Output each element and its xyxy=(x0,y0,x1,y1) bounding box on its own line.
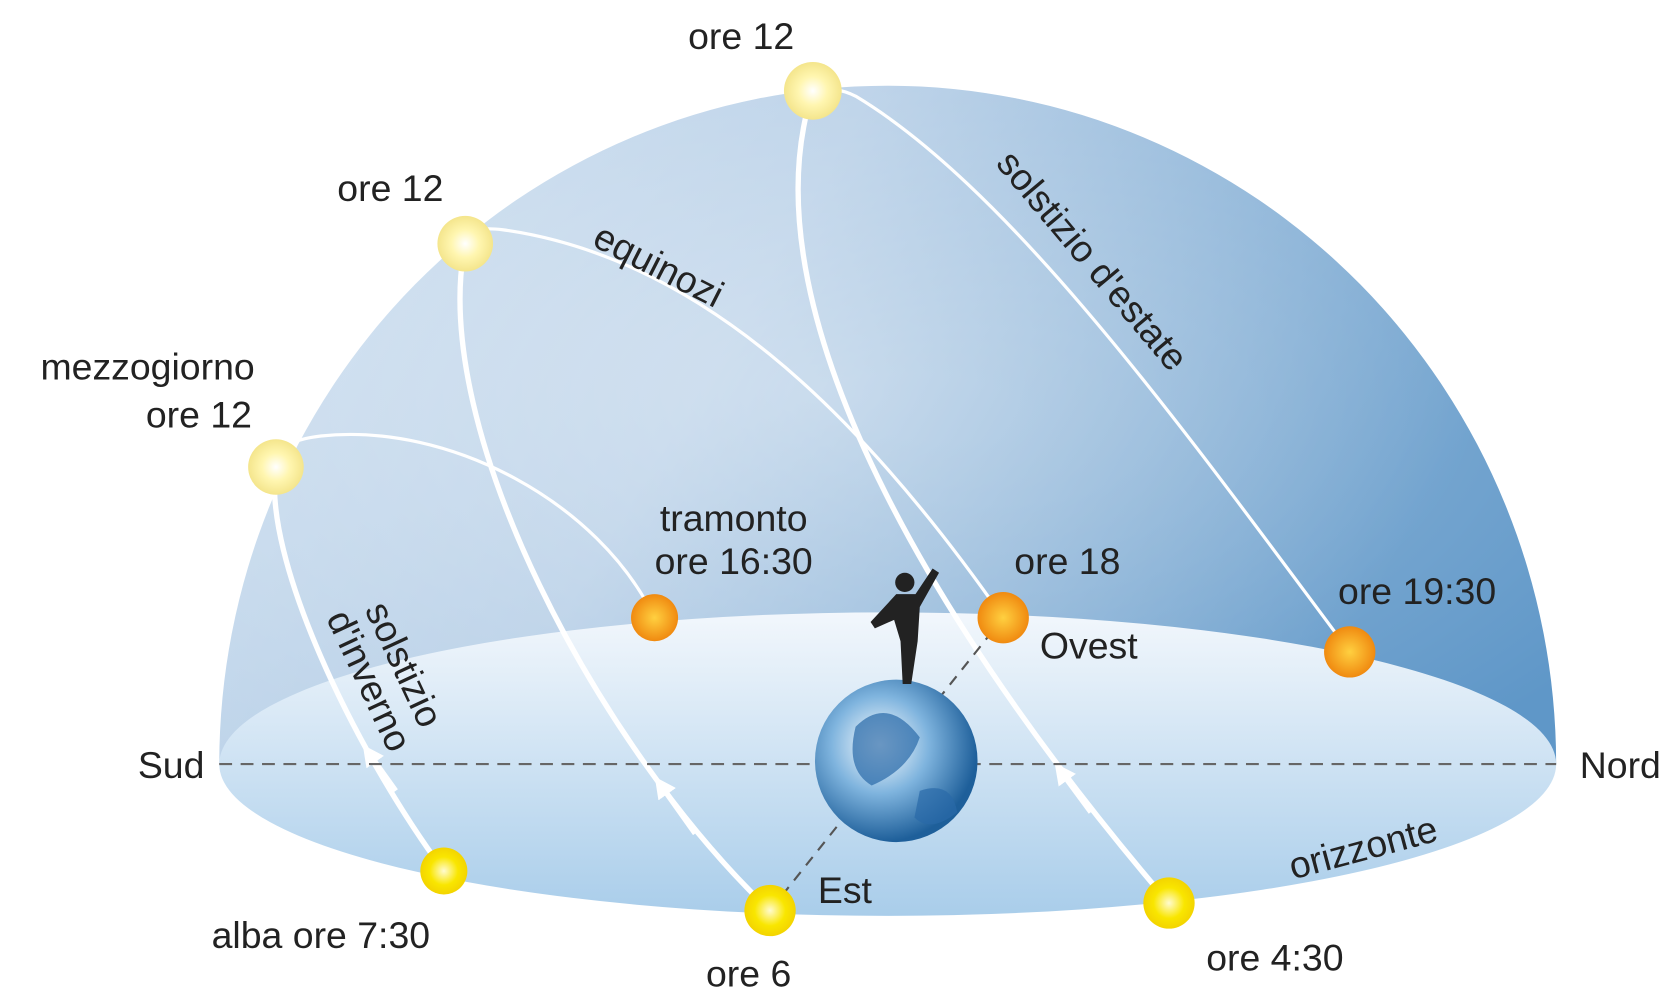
sun-summer-noon xyxy=(784,62,842,120)
equinox-sunset-label: ore 18 xyxy=(1014,540,1120,582)
winter-sunset-label: tramonto xyxy=(660,497,808,539)
equinox-sunrise-label: ore 6 xyxy=(706,952,791,994)
sun-equinox-sunset xyxy=(978,592,1029,643)
sun-winter-sunrise xyxy=(420,847,467,894)
sun-summer-sunset xyxy=(1324,626,1375,677)
sun-summer-sunrise xyxy=(1143,877,1194,928)
equinox-noon-label: ore 12 xyxy=(337,167,443,209)
summer-noon-label: ore 12 xyxy=(688,15,794,57)
winter-sunset-label: ore 16:30 xyxy=(655,540,813,582)
north-label: Nord xyxy=(1580,744,1661,786)
winter-noon-label: ore 12 xyxy=(146,393,252,435)
sun-winter-noon xyxy=(248,439,304,495)
south-label: Sud xyxy=(138,744,205,786)
winter-noon-label: mezzogiorno xyxy=(40,345,254,387)
sun-winter-sunset xyxy=(631,594,678,641)
sun-equinox-sunrise xyxy=(744,885,795,936)
summer-sunrise-label: ore 4:30 xyxy=(1206,936,1343,978)
winter-sunrise-label: alba ore 7:30 xyxy=(212,914,430,956)
west-label: Ovest xyxy=(1040,624,1138,666)
summer-sunset-label: ore 19:30 xyxy=(1338,570,1496,612)
sun-equinox-noon xyxy=(437,216,493,272)
sun-path-diagram: ore 12 ore 12 mezzogiorno ore 12 tramont… xyxy=(0,0,1677,996)
page: ore 12 ore 12 mezzogiorno ore 12 tramont… xyxy=(0,0,1677,996)
east-label: Est xyxy=(818,869,873,911)
